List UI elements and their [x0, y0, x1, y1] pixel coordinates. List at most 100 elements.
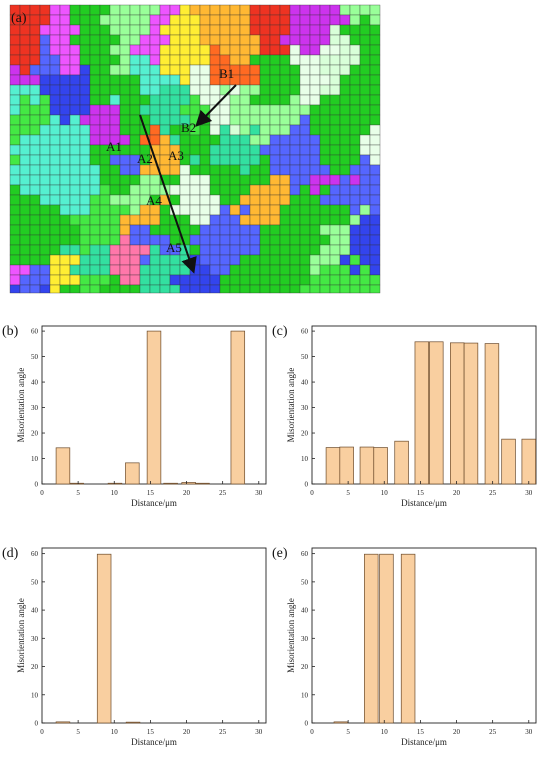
x-tick-label: 20: [183, 489, 191, 497]
y-tick-label: 20: [31, 663, 39, 671]
x-axis-title: Distance/μm: [131, 737, 177, 747]
bar: [450, 342, 465, 485]
x-tick-label: 30: [525, 728, 533, 736]
bar: [96, 553, 112, 724]
misorientation-chart-d: 0 5 10 15 20 25 30 0 10 20 30 40 50 60 Distance/μm Miso…: [2, 546, 267, 747]
bar: [55, 721, 71, 724]
y-tick-label: 0: [35, 720, 39, 728]
x-tick-label: 15: [417, 728, 425, 736]
x-tick-label: 25: [489, 489, 497, 497]
y-axis-title: Misorientation angle: [286, 368, 296, 443]
x-tick-label: 10: [111, 489, 119, 497]
plot-frame: [41, 547, 267, 724]
x-tick-label: 5: [76, 489, 80, 497]
y-tick-label: 0: [305, 481, 309, 489]
chart-panel-d: 0 5 10 15 20 25 30 0 10 20 30 40 50 60 Distance/μm Miso…: [2, 540, 276, 755]
x-axis-title: Distance/μm: [401, 498, 447, 508]
y-tick-label: 10: [31, 455, 39, 463]
x-tick-label: 5: [346, 489, 350, 497]
bar: [55, 447, 71, 485]
x-tick-label: 10: [381, 489, 389, 497]
orientation-map: (a) B1 B2 A1 A2 A3 A4 A5: [9, 4, 381, 294]
x-axis-title: Distance/μm: [131, 498, 177, 508]
bar: [501, 438, 516, 485]
y-tick-label: 10: [31, 691, 39, 699]
bar: [69, 482, 84, 485]
bar: [400, 553, 416, 724]
panel-label-a: (a): [11, 11, 27, 26]
y-tick-label: 50: [301, 578, 309, 586]
y-tick-label: 40: [31, 607, 39, 615]
y-tick-label: 20: [301, 663, 309, 671]
misorientation-chart-b: 0 5 10 15 20 25 30 0 10 20 30 40 50 60 Distance/μm Miso…: [2, 324, 267, 508]
x-axis-title: Distance/μm: [401, 737, 447, 747]
orientation-map-panel: (a) B1 B2 A1 A2 A3 A4 A5: [0, 0, 550, 300]
x-tick-label: 20: [453, 489, 461, 497]
y-tick-label: 60: [31, 550, 39, 558]
bar: [181, 482, 196, 485]
panel-label-c: (c): [272, 324, 288, 339]
y-axis-title: Misorientation angle: [16, 598, 26, 673]
x-tick-label: 15: [417, 489, 425, 497]
x-tick-label: 25: [219, 489, 227, 497]
panel-label-b: (b): [2, 324, 19, 339]
y-tick-label: 30: [31, 635, 39, 643]
x-tick-label: 30: [525, 489, 533, 497]
bar: [364, 553, 379, 724]
grain-label-a2: A2: [137, 151, 153, 166]
grain-label-b2: B2: [181, 120, 196, 135]
bar: [359, 446, 375, 485]
x-tick-label: 5: [76, 728, 80, 736]
misorientation-chart-c: 0 5 10 15 20 25 30 0 10 20 30 40 50 60 Distance/μm Miso…: [272, 324, 537, 508]
grain-label-b1: B1: [219, 66, 234, 81]
y-tick-label: 60: [301, 550, 309, 558]
panel-label-e: (e): [272, 546, 288, 561]
x-tick-label: 25: [219, 728, 227, 736]
grain-label-a4: A4: [146, 193, 162, 208]
bar: [230, 330, 246, 485]
x-tick-label: 15: [147, 728, 155, 736]
x-tick-label: 5: [346, 728, 350, 736]
y-tick-label: 20: [31, 430, 39, 438]
bar: [163, 482, 178, 485]
chart-panel-e: 0 5 10 15 20 25 30 0 10 20 30 40 50 60 Distance/μm Miso…: [272, 540, 546, 755]
y-tick-label: 60: [31, 328, 39, 336]
y-tick-label: 40: [301, 379, 309, 387]
panel-label-d: (d): [2, 546, 19, 561]
x-tick-label: 25: [489, 728, 497, 736]
y-tick-label: 30: [31, 404, 39, 412]
chart-panel-b: 0 5 10 15 20 25 30 0 10 20 30 40 50 60 Distance/μm Miso…: [2, 318, 276, 516]
y-tick-label: 20: [301, 430, 309, 438]
bar: [125, 462, 140, 485]
x-tick-label: 10: [111, 728, 119, 736]
y-tick-label: 0: [305, 720, 309, 728]
x-tick-label: 30: [255, 728, 263, 736]
grain-label-a3: A3: [168, 148, 184, 163]
bar: [429, 341, 444, 485]
x-tick-label: 20: [453, 728, 461, 736]
chart-panel-c: 0 5 10 15 20 25 30 0 10 20 30 40 50 60 Distance/μm Miso…: [272, 318, 546, 516]
x-tick-label: 0: [40, 489, 44, 497]
y-axis-title: Misorientation angle: [286, 598, 296, 673]
bar: [484, 343, 500, 485]
line-scan-arrow-b: [195, 84, 237, 127]
y-tick-label: 60: [301, 328, 309, 336]
y-tick-label: 40: [301, 607, 309, 615]
y-tick-label: 10: [301, 455, 309, 463]
y-tick-label: 50: [31, 578, 39, 586]
y-tick-label: 30: [301, 404, 309, 412]
x-tick-label: 0: [310, 728, 314, 736]
y-tick-label: 0: [35, 481, 39, 489]
bar: [333, 721, 349, 724]
x-tick-label: 10: [381, 728, 389, 736]
line-scan-arrow-a: [139, 114, 197, 274]
bar: [325, 447, 341, 485]
bar: [339, 446, 354, 485]
bar: [125, 721, 141, 724]
misorientation-chart-e: 0 5 10 15 20 25 30 0 10 20 30 40 50 60 Distance/μm Miso…: [272, 546, 537, 747]
bar: [373, 447, 388, 485]
bar: [107, 482, 123, 485]
y-tick-label: 50: [301, 353, 309, 361]
bar: [414, 341, 430, 485]
bar: [195, 482, 210, 485]
